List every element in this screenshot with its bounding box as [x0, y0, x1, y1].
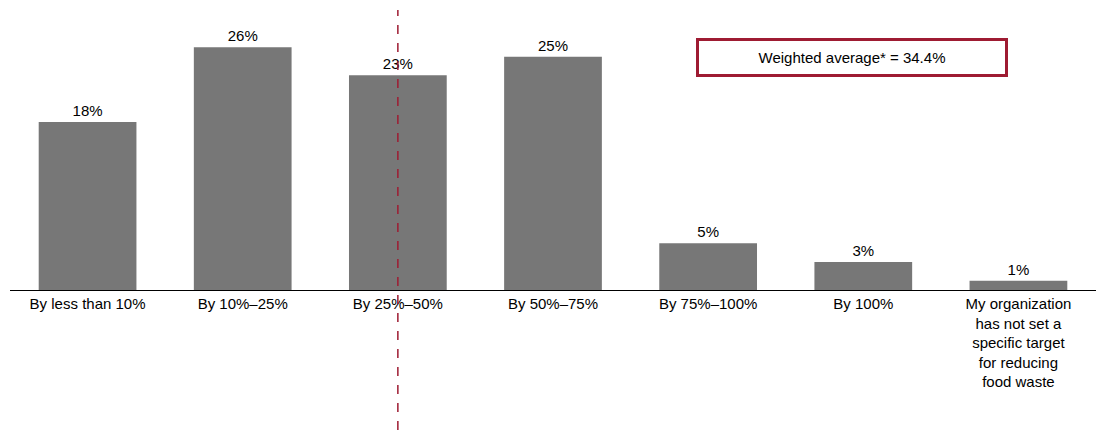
svg-text:25%: 25%	[538, 37, 568, 54]
svg-text:5%: 5%	[697, 223, 719, 240]
svg-text:By 25%–50%: By 25%–50%	[353, 295, 443, 312]
svg-text:3%: 3%	[852, 242, 874, 259]
svg-text:By 50%–75%: By 50%–75%	[508, 295, 598, 312]
svg-text:By 100%: By 100%	[833, 295, 893, 312]
svg-text:By 75%–100%: By 75%–100%	[659, 295, 757, 312]
svg-text:26%: 26%	[228, 27, 258, 44]
svg-text:23%: 23%	[383, 55, 413, 72]
svg-text:18%: 18%	[73, 102, 103, 119]
svg-text:By less than 10%: By less than 10%	[30, 295, 146, 312]
svg-text:Weighted average* = 34.4%: Weighted average* = 34.4%	[759, 49, 946, 66]
svg-text:By 10%–25%: By 10%–25%	[198, 295, 288, 312]
svg-text:My organizationhas not set asp: My organizationhas not set aspecific tar…	[965, 295, 1071, 390]
svg-text:1%: 1%	[1008, 261, 1030, 278]
